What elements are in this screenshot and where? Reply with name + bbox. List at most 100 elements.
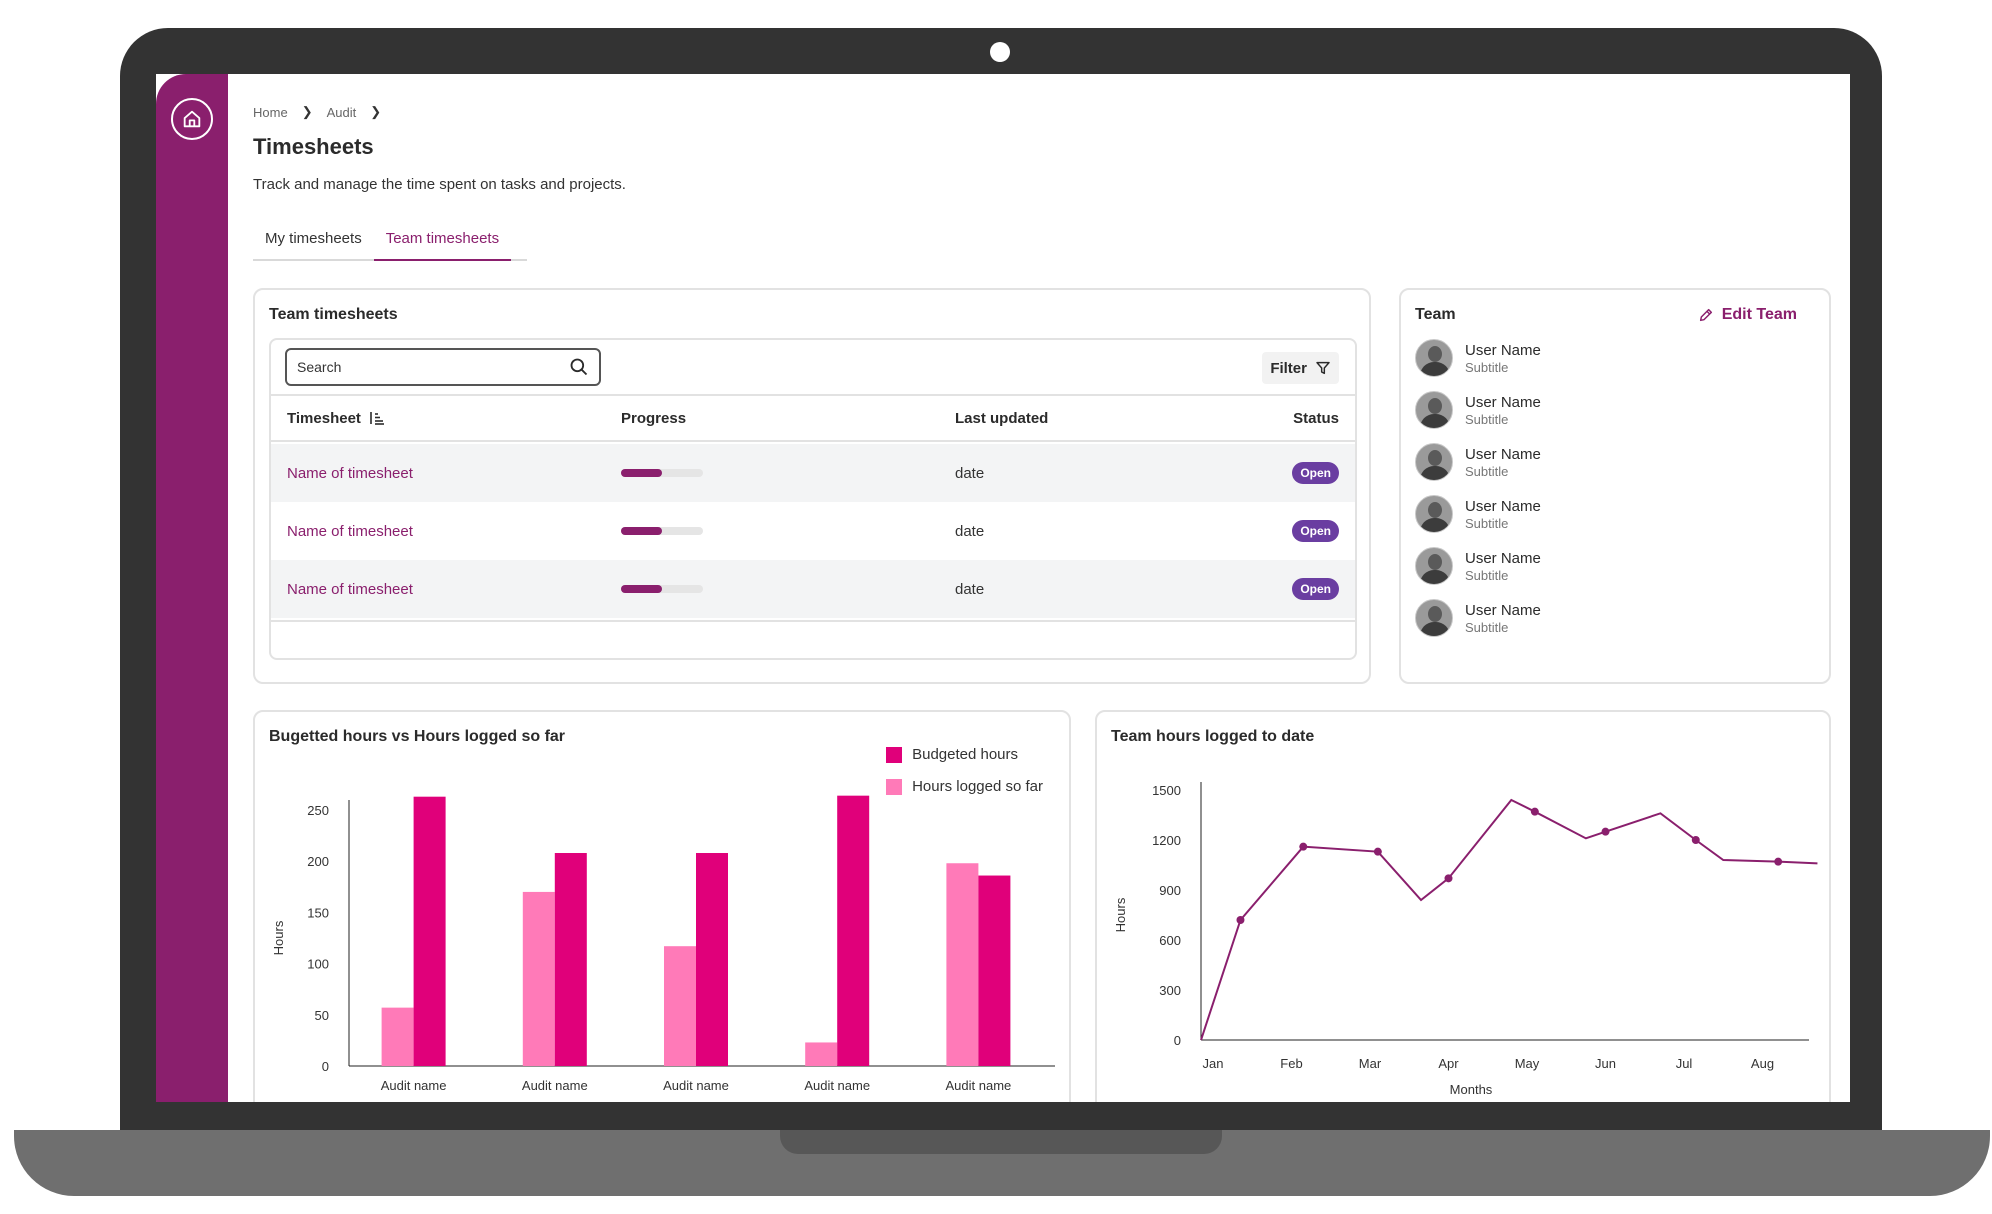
timesheet-link[interactable]: Name of timesheet <box>287 464 413 482</box>
team-member[interactable]: User Name Subtitle <box>1415 336 1715 380</box>
column-status: Status <box>1293 409 1339 427</box>
x-tick-label: Audit name <box>946 1078 1012 1093</box>
team-member[interactable]: User Name Subtitle <box>1415 544 1715 588</box>
y-tick-label: 300 <box>1159 983 1181 998</box>
team-card: Team Edit Team User Name Subtitle User Na… <box>1399 288 1831 684</box>
status-badge: Open <box>1292 578 1339 600</box>
team-member[interactable]: User Name Subtitle <box>1415 492 1715 536</box>
bar-budgeted-hours <box>837 795 870 1066</box>
column-timesheet-label: Timesheet <box>287 409 361 427</box>
budget-chart-title: Bugetted hours vs Hours logged so far <box>269 728 566 745</box>
tab-team-timesheets[interactable]: Team timesheets <box>373 224 512 261</box>
progress-bar <box>621 585 703 593</box>
bar-hours-logged <box>381 1007 414 1066</box>
x-tick-label: Mar <box>1359 1056 1382 1071</box>
y-tick-label: 100 <box>307 957 329 972</box>
table-header: Timesheet Progress Last updated Status <box>271 394 1355 442</box>
member-name: User Name <box>1465 549 1541 567</box>
data-point <box>1691 836 1700 844</box>
team-member[interactable]: User Name Subtitle <box>1415 440 1715 484</box>
legend-logged: Hours logged so far <box>886 778 1043 795</box>
x-axis-label: Months <box>1450 1082 1493 1097</box>
search-icon[interactable] <box>569 357 589 377</box>
member-name: User Name <box>1465 497 1541 515</box>
bar-budgeted-hours <box>413 796 446 1066</box>
nav-rail <box>156 74 228 1102</box>
timesheet-link[interactable]: Name of timesheet <box>287 522 413 540</box>
status-badge: Open <box>1292 520 1339 542</box>
avatar <box>1415 339 1453 377</box>
screen: Home ❯ Audit ❯ Timesheets Track and mana… <box>156 74 1850 1102</box>
bar-budgeted-hours <box>978 875 1011 1066</box>
breadcrumb: Home ❯ Audit ❯ <box>253 104 381 120</box>
breadcrumb-audit[interactable]: Audit <box>326 104 357 120</box>
avatar <box>1415 391 1453 429</box>
legend-label-logged: Hours logged so far <box>912 778 1043 795</box>
member-name: User Name <box>1465 601 1541 619</box>
table-row[interactable]: Name of timesheet date Open <box>271 502 1355 560</box>
filter-icon <box>1316 361 1330 375</box>
member-name: User Name <box>1465 445 1541 463</box>
last-updated-date: date <box>955 580 985 598</box>
x-tick-label: Aug <box>1751 1056 1774 1071</box>
progress-bar <box>621 469 703 477</box>
pencil-icon <box>1699 308 1712 322</box>
team-member[interactable]: User Name Subtitle <box>1415 388 1715 432</box>
search-input[interactable] <box>297 359 547 375</box>
sort-icon[interactable] <box>369 411 385 425</box>
table-row[interactable]: Name of timesheet date Open <box>271 444 1355 502</box>
data-point <box>1236 916 1245 924</box>
tab-my-timesheets[interactable]: My timesheets <box>265 230 362 247</box>
bar-hours-logged <box>805 1042 838 1066</box>
team-timesheets-title: Team timesheets <box>269 306 398 323</box>
x-tick-label: May <box>1515 1056 1540 1071</box>
x-tick-label: Feb <box>1280 1056 1302 1071</box>
last-updated-date: date <box>955 464 985 482</box>
edit-team-button[interactable]: Edit Team <box>1698 306 1797 324</box>
y-tick-label: 0 <box>1174 1033 1181 1048</box>
member-name: User Name <box>1465 393 1541 411</box>
legend-swatch-logged <box>886 778 903 795</box>
x-tick-label: Apr <box>1438 1056 1459 1071</box>
progress-fill <box>621 527 662 535</box>
home-button[interactable] <box>171 98 213 140</box>
bar-hours-logged <box>946 863 979 1066</box>
table-row[interactable]: Name of timesheet date Open <box>271 560 1355 618</box>
chart-legend: Budgeted hours Hours logged so far <box>886 746 1043 810</box>
table-divider <box>271 620 1355 622</box>
member-subtitle: Subtitle <box>1465 359 1509 375</box>
y-axis-label: Hours <box>271 920 286 955</box>
column-progress: Progress <box>621 409 687 427</box>
bar-hours-logged <box>664 946 696 1066</box>
legend-label-budgeted: Budgeted hours <box>912 746 1019 763</box>
timesheet-link[interactable]: Name of timesheet <box>287 580 413 598</box>
data-point <box>1373 847 1382 856</box>
progress-fill <box>621 469 662 477</box>
avatar <box>1415 599 1453 637</box>
team-member[interactable]: User Name Subtitle <box>1415 596 1715 640</box>
y-tick-label: 1200 <box>1152 833 1181 848</box>
y-tick-label: 50 <box>315 1008 329 1023</box>
y-tick-label: 250 <box>307 803 329 818</box>
column-timesheet[interactable]: Timesheet <box>287 396 385 440</box>
avatar <box>1415 443 1453 481</box>
search-box <box>285 348 601 386</box>
y-tick-label: 600 <box>1159 933 1181 948</box>
filter-button[interactable]: Filter <box>1262 352 1339 384</box>
timesheets-table: Filter Timesheet Progress Last updated S… <box>269 338 1357 660</box>
member-subtitle: Subtitle <box>1465 619 1509 635</box>
edit-team-label: Edit Team <box>1721 306 1797 323</box>
bar-chart: 0 50 100 150 200 250 Hours Audit name Audit name… <box>271 795 1055 1093</box>
y-tick-label: 900 <box>1159 883 1181 898</box>
bar-budgeted-hours <box>554 853 587 1066</box>
data-point <box>1530 807 1539 816</box>
team-hours-chart-card: Team hours logged to date 0 300 600 900 1200… <box>1095 710 1831 1102</box>
breadcrumb-home[interactable]: Home <box>253 104 288 120</box>
data-point <box>1299 842 1308 851</box>
y-tick-label: 1500 <box>1152 783 1181 798</box>
member-name: User Name <box>1465 341 1541 359</box>
x-tick-label: Audit name <box>381 1078 447 1093</box>
camera-dot <box>990 42 1010 62</box>
progress-bar <box>621 527 703 535</box>
chevron-right-icon: ❯ <box>370 104 382 119</box>
